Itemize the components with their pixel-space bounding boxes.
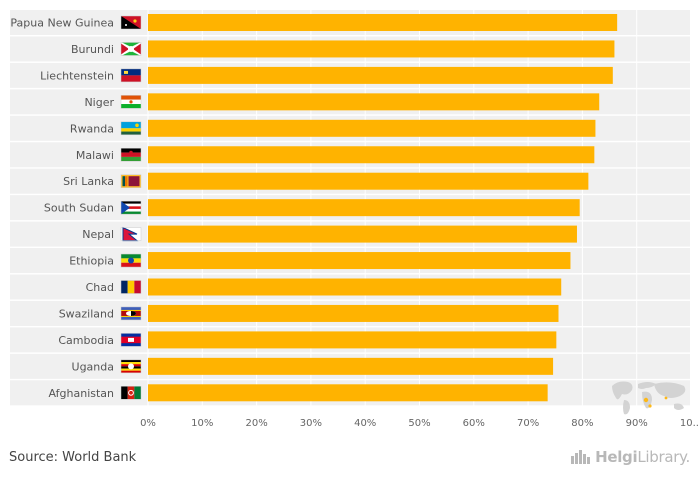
bar-chart: Papua New Guinea Burundi Liechtenstein Nige… — [10, 10, 700, 429]
bar — [148, 331, 557, 349]
rwanda-flag-icon — [120, 121, 142, 136]
nepal-flag-icon — [120, 226, 142, 242]
category-label: Afghanistan — [49, 387, 115, 400]
x-tick-label: 10... — [680, 418, 700, 429]
source-note: Source: World Bank — [9, 450, 137, 465]
category-label: Sri Lanka — [63, 175, 114, 188]
papua-new-guinea-flag-icon — [120, 15, 142, 30]
bar — [148, 357, 554, 375]
category-label: Nepal — [82, 228, 114, 241]
x-tick-label: 40% — [354, 418, 376, 429]
category-label: Chad — [86, 281, 114, 294]
niger-flag-icon — [120, 95, 142, 109]
x-tick-label: 80% — [571, 418, 593, 429]
x-tick-label: 70% — [517, 418, 539, 429]
x-tick-label: 50% — [408, 418, 430, 429]
category-label: Ethiopia — [69, 255, 114, 268]
bar — [148, 93, 600, 111]
x-tick-label: 60% — [463, 418, 485, 429]
category-label: Swaziland — [59, 307, 114, 320]
ethiopia-flag-icon — [120, 253, 142, 268]
south-sudan-flag-icon — [120, 200, 142, 215]
category-label: Malawi — [76, 149, 114, 162]
bar — [148, 384, 548, 402]
bar — [148, 146, 595, 164]
bar — [148, 225, 577, 243]
bar — [148, 304, 559, 322]
skyline-icon — [571, 450, 591, 464]
bar — [148, 14, 618, 31]
bar — [148, 119, 596, 137]
world-map-icon — [612, 381, 686, 415]
category-label: Uganda — [72, 360, 114, 373]
x-tick-label: 10% — [191, 418, 213, 429]
liechtenstein-flag-icon — [120, 68, 142, 83]
sri-lanka-flag-icon — [120, 174, 142, 188]
uganda-flag-icon — [120, 359, 142, 374]
afghanistan-flag-icon — [120, 386, 142, 400]
x-tick-label: 0% — [140, 418, 156, 429]
bar — [148, 278, 562, 296]
bar — [148, 40, 615, 58]
swaziland-flag-icon — [120, 306, 142, 321]
bar — [148, 199, 580, 217]
x-tick-label: 20% — [245, 418, 267, 429]
malawi-flag-icon — [120, 148, 142, 162]
brand-main: Helgi — [595, 448, 638, 466]
bar — [148, 252, 571, 270]
burundi-flag-icon — [120, 42, 142, 56]
category-label: Papua New Guinea — [10, 17, 114, 30]
category-label: South Sudan — [44, 202, 114, 215]
cambodia-flag-icon — [120, 333, 142, 347]
chad-flag-icon — [120, 280, 142, 294]
category-label: Liechtenstein — [40, 69, 114, 82]
x-tick-label: 30% — [300, 418, 322, 429]
brand-sub: Library. — [637, 448, 690, 466]
bar — [148, 66, 613, 84]
category-label: Cambodia — [58, 334, 114, 347]
category-label: Rwanda — [70, 122, 114, 135]
x-tick-label: 90% — [626, 418, 648, 429]
category-label: Burundi — [71, 43, 114, 56]
category-label: Niger — [84, 96, 114, 109]
bar — [148, 172, 589, 190]
brand-logo: Helgi Library. — [571, 448, 690, 466]
